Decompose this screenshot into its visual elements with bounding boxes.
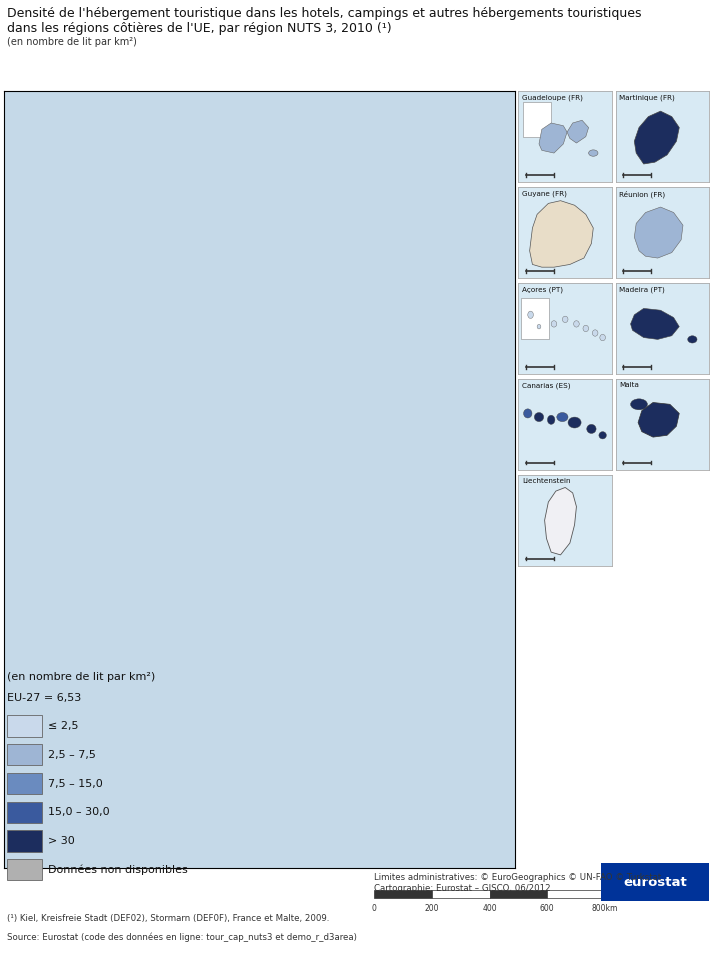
Text: Guyane (FR): Guyane (FR) <box>522 191 567 198</box>
Text: 0: 0 <box>372 903 377 913</box>
Text: Densité de l'hébergement touristique dans les hotels, campings et autres héberge: Densité de l'hébergement touristique dan… <box>7 7 642 20</box>
Ellipse shape <box>589 150 598 156</box>
Text: (¹) Kiel, Kreisfreie Stadt (DEF02), Stormarn (DEF0F), France et Malte, 2009.: (¹) Kiel, Kreisfreie Stadt (DEF02), Stor… <box>7 914 330 923</box>
Polygon shape <box>539 123 567 153</box>
Bar <box>521 298 549 339</box>
Polygon shape <box>567 120 589 143</box>
Text: Madeira (PT): Madeira (PT) <box>619 287 665 293</box>
Ellipse shape <box>528 311 534 318</box>
Bar <box>432 890 490 898</box>
Ellipse shape <box>568 417 581 428</box>
Text: Canarias (ES): Canarias (ES) <box>522 383 571 389</box>
Text: eurostat: eurostat <box>624 876 687 889</box>
Polygon shape <box>634 111 679 164</box>
Text: 600: 600 <box>540 903 554 913</box>
Text: (en nombre de lit par km²): (en nombre de lit par km²) <box>7 672 156 682</box>
Text: Açores (PT): Açores (PT) <box>522 287 563 293</box>
Text: Guadeloupe (FR): Guadeloupe (FR) <box>522 95 583 102</box>
Polygon shape <box>544 487 577 555</box>
Ellipse shape <box>631 399 647 409</box>
Polygon shape <box>530 200 593 268</box>
Text: 15,0 – 30,0: 15,0 – 30,0 <box>48 807 110 817</box>
Ellipse shape <box>574 320 579 327</box>
Text: Liechtenstein: Liechtenstein <box>522 479 571 484</box>
Text: 200: 200 <box>425 903 439 913</box>
Polygon shape <box>634 207 683 258</box>
Text: 7,5 – 15,0: 7,5 – 15,0 <box>48 779 103 788</box>
Text: > 30: > 30 <box>48 836 75 846</box>
Ellipse shape <box>534 412 544 422</box>
Ellipse shape <box>593 330 598 337</box>
Ellipse shape <box>547 415 555 425</box>
Text: Cartographie: Eurostat – GISCO, 06/2012: Cartographie: Eurostat – GISCO, 06/2012 <box>374 884 551 893</box>
Bar <box>547 890 605 898</box>
Bar <box>374 890 432 898</box>
Text: ≤ 2,5: ≤ 2,5 <box>48 721 78 731</box>
Text: EU-27 = 6,53: EU-27 = 6,53 <box>7 693 81 703</box>
Text: Source: Eurostat (code des données en ligne: tour_cap_nuts3 et demo_r_d3area): Source: Eurostat (code des données en li… <box>7 932 357 942</box>
Text: Limites administratives: © EuroGeographics © UN-FAO © Turkstat: Limites administratives: © EuroGeographi… <box>374 873 662 881</box>
Text: dans les régions côtières de l'UE, par région NUTS 3, 2010 (¹): dans les régions côtières de l'UE, par r… <box>7 22 392 35</box>
Ellipse shape <box>562 316 568 322</box>
Polygon shape <box>631 309 679 339</box>
Text: 2,5 – 7,5: 2,5 – 7,5 <box>48 750 96 760</box>
Text: Martinique (FR): Martinique (FR) <box>619 95 675 102</box>
Text: Malta: Malta <box>619 383 639 388</box>
Ellipse shape <box>600 335 606 340</box>
Bar <box>490 890 547 898</box>
Polygon shape <box>638 403 679 437</box>
Text: 400: 400 <box>482 903 497 913</box>
Ellipse shape <box>587 424 596 433</box>
Ellipse shape <box>551 320 557 327</box>
Text: 800km: 800km <box>592 903 618 913</box>
Text: Données non disponibles: Données non disponibles <box>48 865 188 875</box>
Text: (en nombre de lit par km²): (en nombre de lit par km²) <box>7 37 137 47</box>
Ellipse shape <box>557 412 568 422</box>
Bar <box>523 102 552 136</box>
Ellipse shape <box>523 409 532 418</box>
Ellipse shape <box>537 324 541 329</box>
Ellipse shape <box>688 336 697 343</box>
Ellipse shape <box>583 325 589 332</box>
Text: Réunion (FR): Réunion (FR) <box>619 191 665 199</box>
Ellipse shape <box>599 432 606 439</box>
